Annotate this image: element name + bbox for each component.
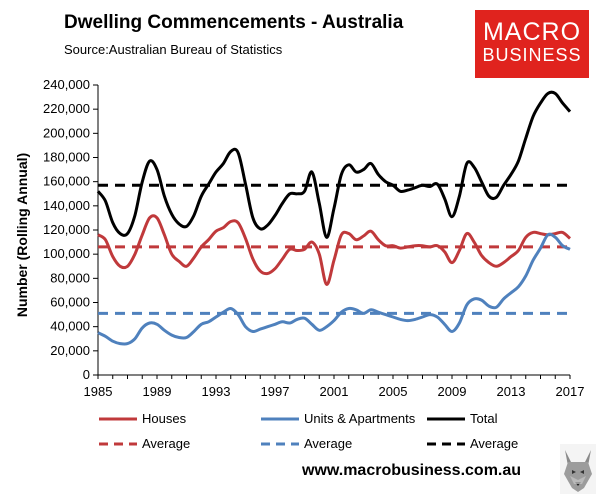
average-lines: [98, 183, 570, 315]
x-tick-label: 2005: [379, 384, 408, 399]
page-title: Dwelling Commencements - Australia: [64, 12, 404, 33]
x-tick-label: 2013: [497, 384, 526, 399]
logo-line-2: BUSINESS: [482, 45, 582, 65]
y-axis: 0 20,000 40,000 60,000 80,000 100,000 120,000 1…: [43, 77, 98, 382]
legend-label-total: Total: [470, 411, 498, 426]
y-tick-label: 140,000: [43, 198, 90, 213]
x-tick-label: 2009: [438, 384, 467, 399]
y-tick-label: 100,000: [43, 246, 90, 261]
legend-label-total-average: Average: [470, 436, 518, 451]
y-tick-label: 160,000: [43, 174, 90, 189]
y-tick-label: 0: [83, 367, 90, 382]
legend-label-houses: Houses: [142, 411, 187, 426]
x-tick-label: 1997: [261, 384, 290, 399]
y-tick-label: 120,000: [43, 222, 90, 237]
logo-line-1: MACRO: [482, 18, 582, 46]
x-tick-label: 2017: [556, 384, 585, 399]
series-line-units-apartments: [97, 232, 571, 346]
wolf-mascot-icon: [560, 444, 596, 494]
y-tick-label: 60,000: [50, 295, 90, 310]
y-tick-label: 240,000: [43, 77, 90, 92]
x-tick-label: 2001: [320, 384, 349, 399]
series-line-total: [96, 90, 572, 239]
macrobusiness-logo: MACRO BUSINESS: [475, 10, 589, 78]
y-tick-label: 20,000: [50, 343, 90, 358]
legend-label-units-average: Average: [304, 436, 352, 451]
y-axis-label: Number (Rolling Annual): [14, 153, 30, 317]
x-axis: 1985 1989 1993 1997 2001 2005 2009 2013 2017: [84, 375, 585, 399]
y-tick-label: 180,000: [43, 150, 90, 165]
website-url: www.macrobusiness.com.au: [302, 462, 522, 479]
legend-label-units: Units & Apartments: [304, 411, 416, 426]
y-tick-label: 200,000: [43, 125, 90, 140]
series-line-houses: [97, 214, 572, 286]
legend-label-houses-average: Average: [142, 436, 190, 451]
x-tick-label: 1985: [84, 384, 113, 399]
source-note: Source:Australian Bureau of Statistics: [64, 42, 283, 57]
x-tick-label: 1993: [202, 384, 231, 399]
y-tick-label: 40,000: [50, 319, 90, 334]
y-tick-label: 80,000: [50, 270, 90, 285]
y-tick-label: 220,000: [43, 101, 90, 116]
legend: Houses Units & Apartments Total Average …: [99, 411, 518, 451]
series-lines: [96, 90, 572, 346]
x-tick-label: 1989: [143, 384, 172, 399]
